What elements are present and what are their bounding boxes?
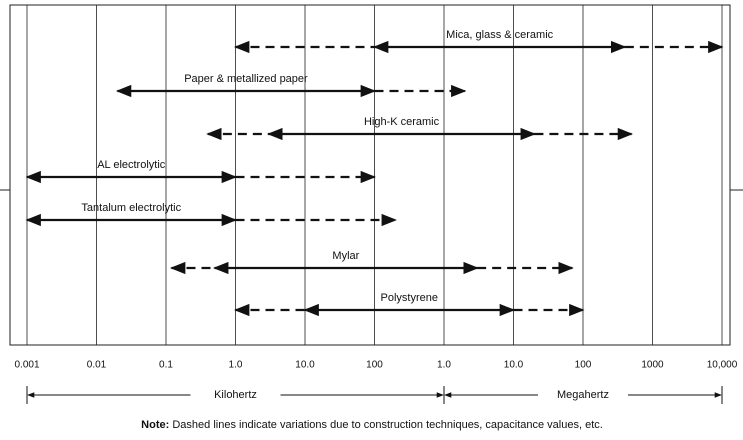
span-label: Kilohertz (214, 389, 257, 401)
note-text: Dashed lines indicate variations due to … (172, 419, 602, 431)
x-tick-label: 0.1 (159, 360, 173, 371)
series-label: Paper & metallized paper (184, 73, 308, 85)
x-tick-label: 100 (575, 360, 592, 371)
x-tick-label: 10.0 (504, 360, 524, 371)
series-label: AL electrolytic (97, 159, 166, 171)
frame (9, 4, 731, 346)
note-label: Note: (141, 419, 169, 431)
series-label: Mica, glass & ceramic (446, 29, 553, 41)
series-label: High-K ceramic (364, 116, 440, 128)
x-tick-label: 1.0 (229, 360, 243, 371)
x-tick-label: 0.01 (87, 360, 107, 371)
span-label: Megahertz (557, 389, 609, 401)
x-tick-label: 10.0 (295, 360, 315, 371)
series-label: Mylar (332, 250, 359, 262)
x-tick-label: 10,000 (707, 360, 738, 371)
series-label: Polystyrene (381, 292, 438, 304)
x-tick-label: 1000 (641, 360, 664, 371)
x-tick-label: 0.001 (14, 360, 39, 371)
x-tick-label: 1.0 (437, 360, 451, 371)
x-tick-label: 100 (366, 360, 383, 371)
series-label: Tantalum electrolytic (81, 202, 181, 214)
note: Note: Dashed lines indicate variations d… (141, 419, 603, 431)
